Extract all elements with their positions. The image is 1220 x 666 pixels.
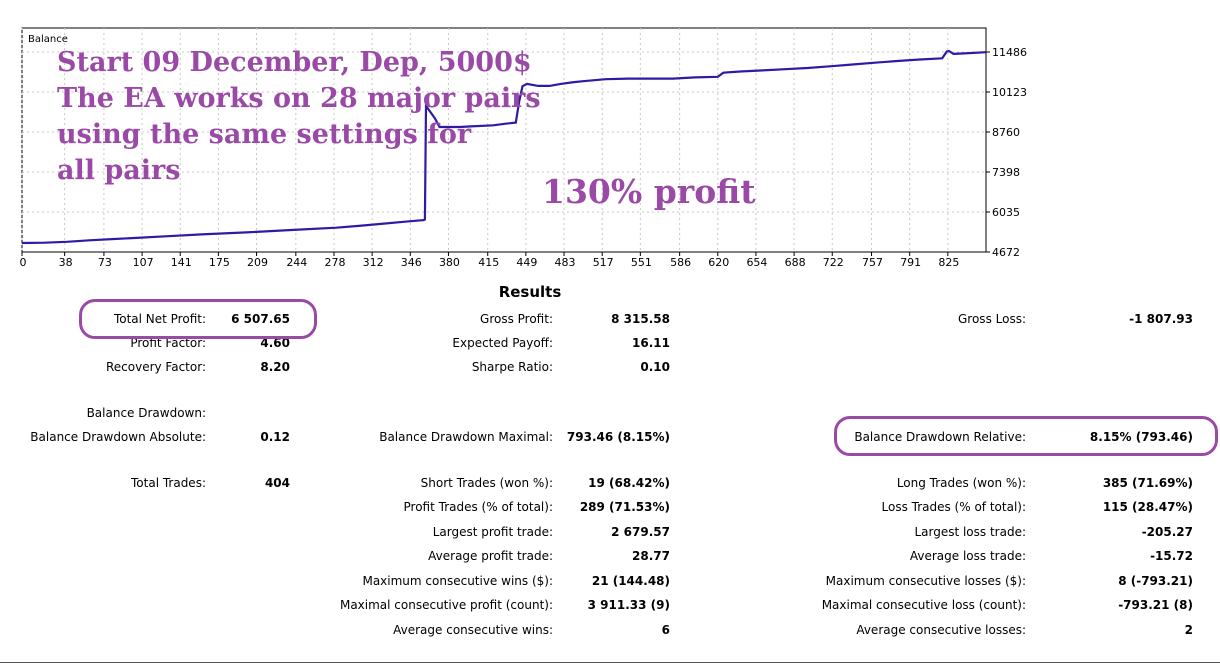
- x-tick-label: 586: [670, 256, 691, 269]
- results-c2v-0: 8 315.58: [611, 312, 670, 326]
- x-tick-label: 346: [401, 256, 422, 269]
- profit-annotation: 130% profit: [542, 172, 756, 211]
- results-title: Results: [498, 283, 562, 301]
- results-c2l-11: Average consecutive wins:: [393, 623, 553, 637]
- results-c3l-0: Gross Loss:: [958, 312, 1026, 326]
- highlight-oval-net-profit: [79, 299, 317, 339]
- annotation-block: Start 09 December, Dep, 5000$ The EA wor…: [57, 45, 541, 189]
- y-tick-label: 11486: [992, 46, 1027, 59]
- x-tick-label: 312: [363, 256, 384, 269]
- y-tick-label: 10123: [992, 86, 1027, 99]
- x-tick-label: 38: [59, 256, 73, 269]
- results-c1v-4: 0.12: [260, 430, 290, 444]
- bottom-divider: [0, 662, 1220, 663]
- results-c2v-5: 19 (68.42%): [588, 476, 670, 490]
- results-c3l-11: Average consecutive losses:: [856, 623, 1026, 637]
- results-c2l-0: Gross Profit:: [480, 312, 553, 326]
- results-c3l-9: Maximum consecutive losses ($):: [825, 574, 1026, 588]
- results-c3v-8: -15.72: [1150, 549, 1193, 563]
- results-c2l-9: Maximum consecutive wins ($):: [362, 574, 553, 588]
- balance-series-line: [21, 49, 987, 245]
- y-tick-label: 7398: [992, 166, 1020, 179]
- results-c3v-5: 385 (71.69%): [1102, 476, 1193, 490]
- results-c1v-0: 6 507.65: [231, 312, 290, 326]
- x-tick-label: 175: [209, 256, 230, 269]
- results-c3v-7: -205.27: [1141, 525, 1193, 539]
- results-c2l-6: Profit Trades (% of total):: [403, 500, 553, 514]
- x-tick-label: 654: [746, 256, 767, 269]
- results-c2v-11: 6: [661, 623, 670, 637]
- results-c3l-4: Balance Drawdown Relative:: [854, 430, 1026, 444]
- results-c1v-1: 4.60: [260, 336, 290, 350]
- x-tick-label: 73: [98, 256, 112, 269]
- results-c1v-2: 8.20: [260, 360, 290, 374]
- results-c1v-5: 404: [264, 476, 290, 490]
- x-tick-label: 722: [823, 256, 844, 269]
- results-c3l-5: Long Trades (won %):: [896, 476, 1026, 490]
- x-tick-label: 483: [555, 256, 576, 269]
- results-c2v-9: 21 (144.48): [591, 574, 670, 588]
- results-c2l-4: Balance Drawdown Maximal:: [379, 430, 553, 444]
- results-c3l-10: Maximal consecutive loss (count):: [821, 598, 1026, 612]
- x-tick-label: 244: [286, 256, 307, 269]
- results-c3v-9: 8 (-793.21): [1118, 574, 1193, 588]
- results-c1l-5: Total Trades:: [131, 476, 206, 490]
- y-tick-label: 8760: [992, 126, 1020, 139]
- x-tick-label: 825: [938, 256, 959, 269]
- annotation-line-1: Start 09 December, Dep, 5000$: [57, 47, 532, 78]
- x-tick-label: 757: [862, 256, 883, 269]
- annotation-line-3: using the same settings for: [57, 119, 472, 150]
- annotation-line-4: all pairs: [57, 155, 181, 186]
- balance-chart: 4672 6035 7398 8760 10123 11486 0 38 73 107 141 175…: [20, 27, 1028, 269]
- results-c2l-5: Short Trades (won %):: [420, 476, 553, 490]
- chart-plot-area: [21, 27, 987, 253]
- results-c3v-4: 8.15% (793.46): [1089, 430, 1193, 444]
- annotation-line-2: The EA works on 28 major pairs: [57, 83, 541, 114]
- results-c2v-7: 2 679.57: [611, 525, 670, 539]
- results-c2v-1: 16.11: [632, 336, 670, 350]
- x-tick-label: 141: [171, 256, 192, 269]
- highlight-oval-drawdown-relative: [834, 416, 1218, 456]
- results-c1l-2: Recovery Factor:: [105, 360, 206, 374]
- x-tick-label: 209: [247, 256, 268, 269]
- x-tick-label: 688: [785, 256, 806, 269]
- x-tick-label: 0: [20, 256, 27, 269]
- results-c2v-10: 3 911.33 (9): [587, 598, 670, 612]
- results-c2l-2: Sharpe Ratio:: [471, 360, 553, 374]
- x-tick-label: 517: [593, 256, 614, 269]
- results-c3l-6: Loss Trades (% of total):: [881, 500, 1027, 514]
- results-c2v-8: 28.77: [632, 549, 670, 563]
- chart-title: Balance: [28, 34, 68, 45]
- x-tick-label: 415: [478, 256, 499, 269]
- chart-grid: [21, 28, 986, 252]
- results-c2l-1: Expected Payoff:: [452, 336, 553, 350]
- results-c1l-3: Balance Drawdown:: [86, 406, 206, 420]
- chart-ticks: 4672 6035 7398 8760 10123 11486 0 38 73 107 141 175…: [20, 46, 1028, 269]
- results-c3v-6: 115 (28.47%): [1102, 500, 1193, 514]
- results-c2v-6: 289 (71.53%): [579, 500, 670, 514]
- results-c1l-1: Profit Factor:: [130, 336, 206, 350]
- results-c2l-8: Average profit trade:: [428, 549, 553, 563]
- results-c1l-0: Total Net Profit:: [113, 312, 206, 326]
- results-c2l-7: Largest profit trade:: [432, 525, 553, 539]
- results-c3v-10: -793.21 (8): [1118, 598, 1193, 612]
- results-c3l-7: Largest loss trade:: [914, 525, 1026, 539]
- results-c3v-11: 2: [1184, 623, 1193, 637]
- y-tick-label: 4672: [992, 246, 1020, 259]
- results-c2v-2: 0.10: [640, 360, 670, 374]
- y-tick-label: 6035: [992, 206, 1020, 219]
- x-tick-label: 449: [516, 256, 537, 269]
- results-c2l-10: Maximal consecutive profit (count):: [339, 598, 553, 612]
- results-c3l-8: Average loss trade:: [909, 549, 1026, 563]
- results-c3v-0: -1 807.93: [1129, 312, 1193, 326]
- results-c2v-4: 793.46 (8.15%): [566, 430, 670, 444]
- x-tick-label: 620: [708, 256, 729, 269]
- x-tick-label: 380: [439, 256, 460, 269]
- results-c1l-4: Balance Drawdown Absolute:: [30, 430, 206, 444]
- x-tick-label: 551: [631, 256, 652, 269]
- x-tick-label: 278: [324, 256, 345, 269]
- x-tick-label: 791: [900, 256, 921, 269]
- x-tick-label: 107: [133, 256, 154, 269]
